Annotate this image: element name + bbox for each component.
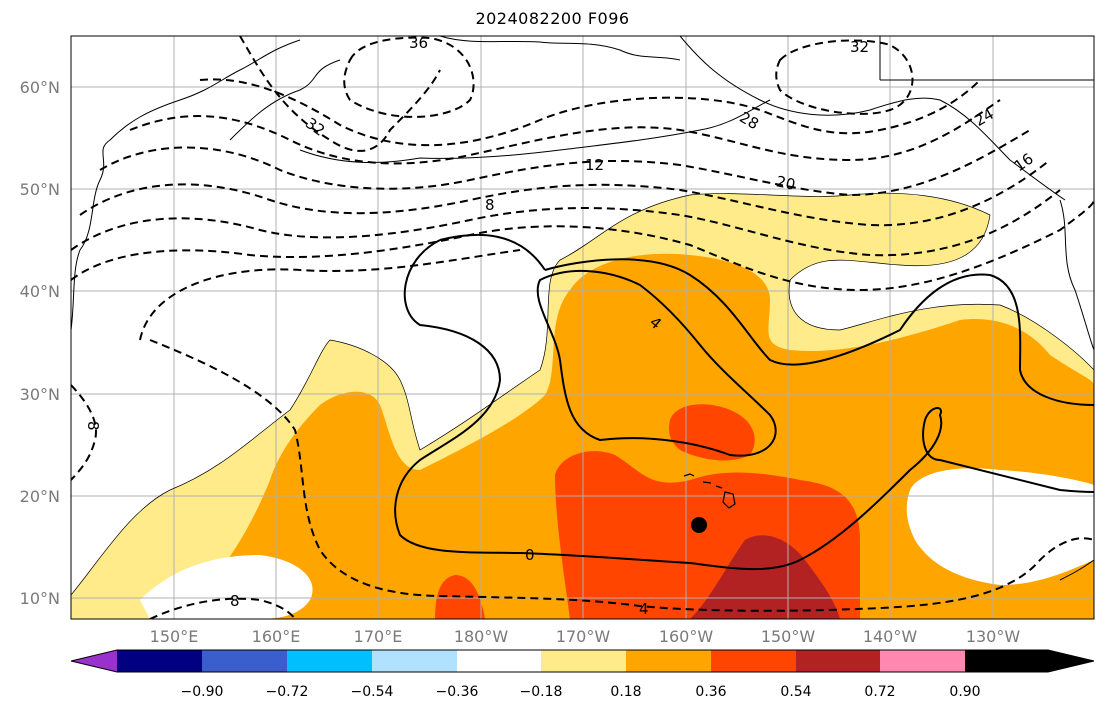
contour-label-neg8-north: 8	[485, 196, 495, 214]
contour-label-neg12: 12	[585, 156, 604, 174]
shade-band-036-054	[175, 253, 1094, 619]
colorbar-tick-label: −0.54	[351, 684, 394, 700]
colorbar-tick-label: −0.18	[520, 684, 563, 700]
contour-neg24	[129, 99, 1001, 165]
longitude-labels: 150°E 160°E 170°E 180°W 170°W 160°W 150°…	[150, 627, 1021, 646]
lon-label-150e: 150°E	[150, 627, 199, 646]
colorbar-bin	[457, 650, 541, 672]
contour-zero	[394, 239, 1094, 571]
contour-pos4-inner	[536, 270, 777, 457]
colorbar-bin	[117, 650, 202, 672]
contour-neg32-east	[775, 39, 914, 115]
contour-neg8-south	[149, 597, 296, 619]
colorbar-tick-label: −0.72	[266, 684, 309, 700]
contour-label-neg8-west: 8	[84, 421, 102, 431]
colorbar-tick-label: 0.36	[695, 684, 726, 700]
contour-neg12	[71, 189, 1061, 257]
colorbar: −0.90 −0.72 −0.54 −0.36 −0.18 0.18 0.36 …	[70, 649, 1095, 700]
contour-neg8-north	[71, 199, 1094, 292]
lon-label-140w: 140°W	[863, 627, 918, 646]
contour-label-neg8-south: 8	[230, 592, 240, 610]
colorbar-bin	[796, 650, 880, 672]
colorbar-bin	[202, 650, 287, 672]
lat-label-20n: 20°N	[20, 487, 60, 506]
coast-mexico	[1059, 559, 1094, 581]
map-frame	[70, 35, 1095, 620]
contour-neg16	[79, 159, 1051, 227]
colorbar-tick-label: −0.36	[436, 684, 479, 700]
contour-zero-north	[439, 233, 546, 271]
contour-neg20	[99, 129, 1031, 197]
colorbar-bin	[372, 650, 457, 672]
coast-yellow-edge	[71, 192, 1094, 596]
latitude-labels: 60°N 50°N 40°N 30°N 20°N 10°N	[20, 78, 60, 608]
lon-label-160w: 160°W	[659, 627, 714, 646]
contour-neg36	[343, 36, 475, 118]
colorbar-tick-label: 0.72	[864, 684, 895, 700]
contour-label-neg4: 4	[639, 600, 649, 618]
colorbar-bin	[626, 650, 711, 672]
lat-label-60n: 60°N	[20, 78, 60, 97]
coast-alaska	[679, 36, 1066, 201]
contour-label-neg36: 36	[409, 34, 428, 52]
hawaii-islands	[683, 473, 736, 509]
lon-label-130w: 130°W	[966, 627, 1021, 646]
lon-label-150w: 150°W	[761, 627, 816, 646]
colorbar-bin	[880, 650, 965, 672]
contour-label-zero: 0	[525, 546, 535, 564]
contour-label-neg32-east: 32	[850, 38, 869, 56]
contour-neg4-north	[139, 249, 521, 341]
shade-band-054-072-north	[669, 404, 755, 461]
coast-asia	[71, 39, 301, 331]
contour-neg28	[199, 78, 981, 147]
colorbar-tick-label: −0.90	[181, 684, 224, 700]
contour-neg32-west	[239, 36, 441, 152]
lon-label-170w: 170°W	[556, 627, 611, 646]
contour-neg4-west	[149, 339, 1094, 612]
lon-label-180w: 180°W	[454, 627, 509, 646]
coast-nw-america	[1059, 199, 1094, 351]
graticule	[71, 36, 1094, 619]
colorbar-bin	[287, 650, 372, 672]
contour-neg8-west	[71, 384, 97, 481]
colorbar-bin	[711, 650, 796, 672]
lon-label-170e: 170°E	[354, 627, 403, 646]
colorbar-extend-low	[71, 650, 117, 672]
dashed-contours	[71, 36, 1094, 619]
colorbar-bin	[541, 650, 626, 672]
storm-position-dot	[691, 517, 707, 533]
lon-label-160e: 160°E	[252, 627, 301, 646]
colorbar-outline	[70, 649, 1095, 673]
lat-label-10n: 10°N	[20, 589, 60, 608]
colorbar-tick-label: 0.90	[949, 684, 980, 700]
coast-russia-north	[439, 36, 681, 61]
map-title: 2024082200 F096	[475, 9, 630, 28]
coast-aleutians	[299, 99, 771, 164]
coastlines	[71, 36, 1094, 596]
colorbar-tick-label: 0.54	[780, 684, 811, 700]
lat-label-50n: 50°N	[20, 180, 60, 199]
contour-label-neg20: 20	[775, 172, 797, 194]
colorbar-bin	[965, 650, 1048, 672]
map-body: 36 32 32 28 24 20 16 12 8 8 8 4 0 4	[71, 34, 1094, 619]
contour-pos4	[544, 258, 1094, 406]
solid-contours	[394, 233, 1094, 571]
colorbar-extend-high	[1048, 650, 1094, 672]
lat-label-30n: 30°N	[20, 385, 60, 404]
lat-label-40n: 40°N	[20, 282, 60, 301]
shade-hole-east	[906, 468, 1094, 585]
colorbar-tick-label: 0.18	[610, 684, 641, 700]
